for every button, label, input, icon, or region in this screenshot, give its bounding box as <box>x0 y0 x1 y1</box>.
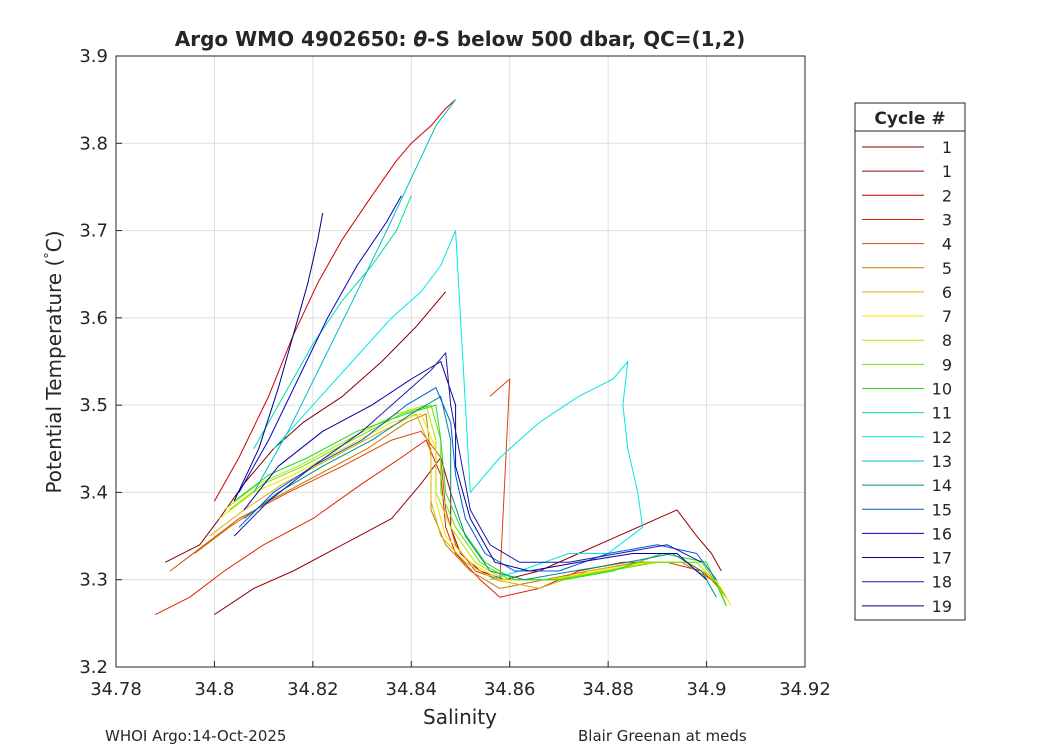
series-line-18 <box>243 361 707 581</box>
legend-label: 9 <box>942 355 952 374</box>
x-axis: 34.78 34.8 34.82 34.84 34.86 34.88 34.9 34.92 <box>90 661 831 700</box>
legend-label: 19 <box>932 597 952 616</box>
legend-label: 1 <box>942 162 952 181</box>
footer-right: Blair Greenan at meds <box>578 727 747 745</box>
legend-label: 16 <box>932 524 952 543</box>
y-tick-label: 3.8 <box>79 133 108 154</box>
legend-label: 18 <box>932 573 952 592</box>
series-line-11 <box>233 404 727 607</box>
legend-title: Cycle # <box>874 109 945 129</box>
legend-label: 7 <box>942 307 952 326</box>
footer-left: WHOI Argo:14-Oct-2025 <box>105 727 286 745</box>
legend-label: 14 <box>932 476 952 495</box>
legend-label: 11 <box>932 404 952 423</box>
legend-label: 6 <box>942 283 952 302</box>
series-line-4 <box>155 439 722 616</box>
series-line-19 <box>233 352 702 563</box>
legend-label: 12 <box>932 428 952 447</box>
x-tick-label: 34.88 <box>582 679 634 700</box>
legend-label: 8 <box>942 331 952 350</box>
series-line-13 <box>273 230 644 581</box>
legend-label: 5 <box>942 259 952 278</box>
legend-label: 4 <box>942 235 952 254</box>
y-tick-label: 3.9 <box>79 46 108 67</box>
series-group <box>155 99 732 616</box>
y-tick-label: 3.2 <box>79 657 108 678</box>
x-tick-label: 34.86 <box>484 679 536 700</box>
chart-title: Argo WMO 4902650: θ-S below 500 dbar, QC… <box>175 27 745 51</box>
x-tick-label: 34.8 <box>194 679 234 700</box>
series-line-15 <box>243 395 717 598</box>
legend-label: 15 <box>932 500 952 519</box>
y-axis: 3.2 3.3 3.4 3.5 3.6 3.7 3.8 3.9 <box>79 46 122 678</box>
plot-frame <box>115 55 806 668</box>
series-line-14 <box>253 99 456 493</box>
legend-label: 2 <box>942 186 952 205</box>
x-tick-label: 34.82 <box>287 679 339 700</box>
legend-label: 1 <box>942 138 952 157</box>
legend-label: 17 <box>932 549 952 568</box>
series-line-3 <box>213 99 456 502</box>
series-line-10 <box>228 404 727 598</box>
series-line-17 <box>238 195 402 493</box>
y-tick-label: 3.7 <box>79 221 108 242</box>
series-line-20 <box>233 213 324 502</box>
y-tick-label: 3.6 <box>79 308 108 329</box>
y-tick-label: 3.3 <box>79 570 108 591</box>
legend-label: 13 <box>932 452 952 471</box>
x-tick-label: 34.78 <box>90 679 142 700</box>
series-line-12 <box>253 195 412 450</box>
x-axis-label: Salinity <box>423 705 497 729</box>
legend-label: 10 <box>932 380 952 399</box>
x-tick-label: 34.84 <box>386 679 438 700</box>
x-tick-label: 34.9 <box>687 679 727 700</box>
y-tick-label: 3.4 <box>79 482 108 503</box>
y-tick-label: 3.5 <box>79 395 108 416</box>
series-line-16 <box>238 387 717 581</box>
x-tick-label: 34.92 <box>779 679 831 700</box>
series-line-9 <box>223 404 722 589</box>
y-axis-label: Potential Temperature (°C) <box>42 230 66 493</box>
legend-label: 3 <box>942 210 952 229</box>
series-line-1 <box>164 291 447 563</box>
